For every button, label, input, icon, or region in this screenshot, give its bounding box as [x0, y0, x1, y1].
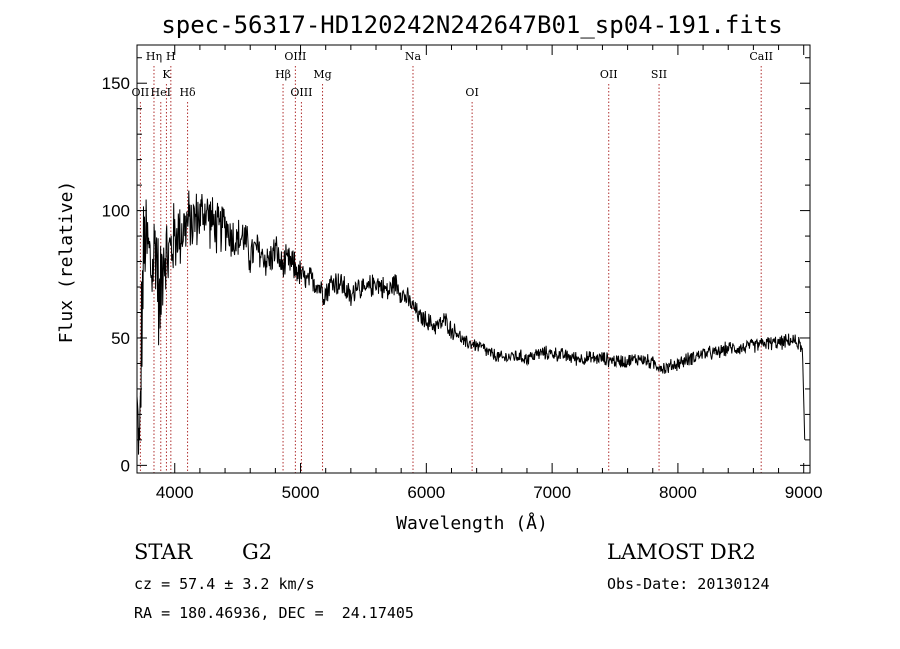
- obs-date: Obs-Date: 20130124: [607, 575, 770, 593]
- coordinates-readout: RA = 180.46936, DEC = 24.17405: [134, 604, 414, 622]
- object-subclass: G2: [242, 540, 273, 564]
- line-marker-label: Hδ: [179, 86, 196, 99]
- spectrum-chart: spec-56317-HD120242N242647B01_sp04-191.f…: [56, 11, 823, 534]
- y-tick-label: 150: [102, 74, 130, 93]
- redshift-readout: cz = 57.4 ± 3.2 km/s: [134, 575, 315, 593]
- line-marker-label: K: [162, 68, 171, 81]
- chart-title: spec-56317-HD120242N242647B01_sp04-191.f…: [161, 11, 782, 39]
- y-tick-label: 0: [121, 456, 130, 475]
- line-marker-label: H: [166, 50, 176, 63]
- x-axis: 4000 5000 6000 7000 8000 9000: [156, 45, 823, 502]
- x-tick-label: 7000: [533, 483, 571, 502]
- plot-frame: [136, 44, 811, 474]
- line-marker-label: SII: [651, 68, 667, 81]
- line-marker-label: OIII: [290, 86, 312, 99]
- x-tick-label: 4000: [156, 483, 194, 502]
- spectrum-line: [136, 190, 806, 455]
- line-marker-label: Na: [405, 50, 422, 63]
- line-marker-label: OII: [132, 86, 150, 99]
- line-marker-label: CaII: [749, 50, 773, 63]
- x-axis-label: Wavelength (Å): [396, 512, 548, 534]
- x-tick-label: 5000: [282, 483, 320, 502]
- x-tick-label: 8000: [659, 483, 697, 502]
- x-tick-label: 6000: [407, 483, 445, 502]
- line-marker-label: Mg: [313, 68, 331, 81]
- survey-name: LAMOST DR2: [607, 540, 756, 564]
- y-axis-label: Flux (relative): [56, 181, 77, 344]
- y-tick-label: 50: [111, 329, 130, 348]
- x-tick-label: 9000: [785, 483, 823, 502]
- line-marker-label: HeI: [151, 86, 171, 99]
- line-marker-label: OI: [465, 86, 478, 99]
- object-class: STAR: [134, 540, 193, 564]
- line-marker-label: OIII: [284, 50, 306, 63]
- y-axis: 0 50 100 150: [102, 57, 810, 475]
- line-marker-label: Hβ: [275, 68, 291, 81]
- y-tick-label: 100: [102, 202, 130, 221]
- line-marker-label: OII: [600, 68, 618, 81]
- line-marker-label: Hη: [146, 50, 162, 63]
